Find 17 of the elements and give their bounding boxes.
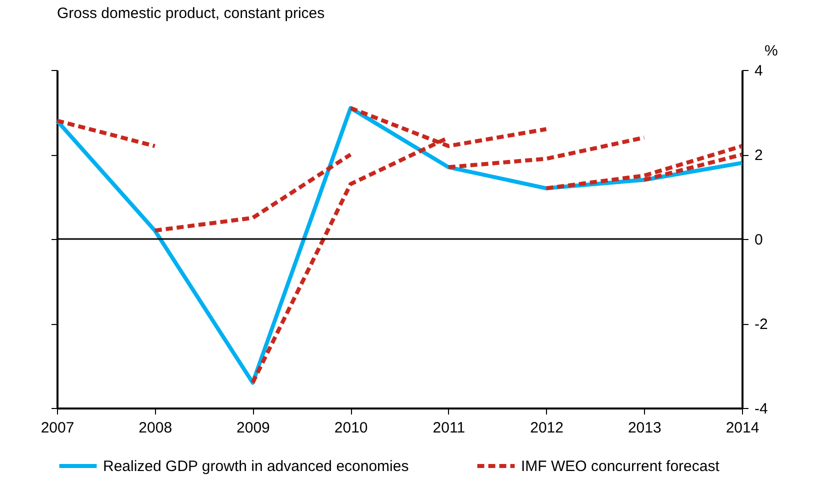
x-tick-label: 2009 (236, 420, 270, 436)
y-tick-label: 0 (754, 232, 763, 248)
x-tick-label: 2010 (334, 420, 368, 436)
x-tick-label: 2007 (40, 420, 74, 436)
legend-label: Realized GDP growth in advanced economies (103, 458, 409, 475)
x-tick-label: 2012 (530, 420, 564, 436)
x-tick-label: 2014 (726, 420, 760, 436)
x-tick-label: 2013 (628, 420, 662, 436)
chart-title: Gross domestic product, constant prices (57, 5, 325, 22)
y-tick-label: -4 (754, 400, 768, 418)
legend-label: IMF WEO concurrent forecast (521, 458, 720, 475)
x-tick-label: 2011 (432, 420, 466, 436)
y-tick-label: 2 (754, 147, 763, 164)
y-axis-title: % (764, 42, 778, 60)
y-tick-label: 4 (754, 62, 763, 80)
y-tick-label: -2 (754, 316, 768, 333)
x-tick-label: 2008 (138, 420, 172, 436)
